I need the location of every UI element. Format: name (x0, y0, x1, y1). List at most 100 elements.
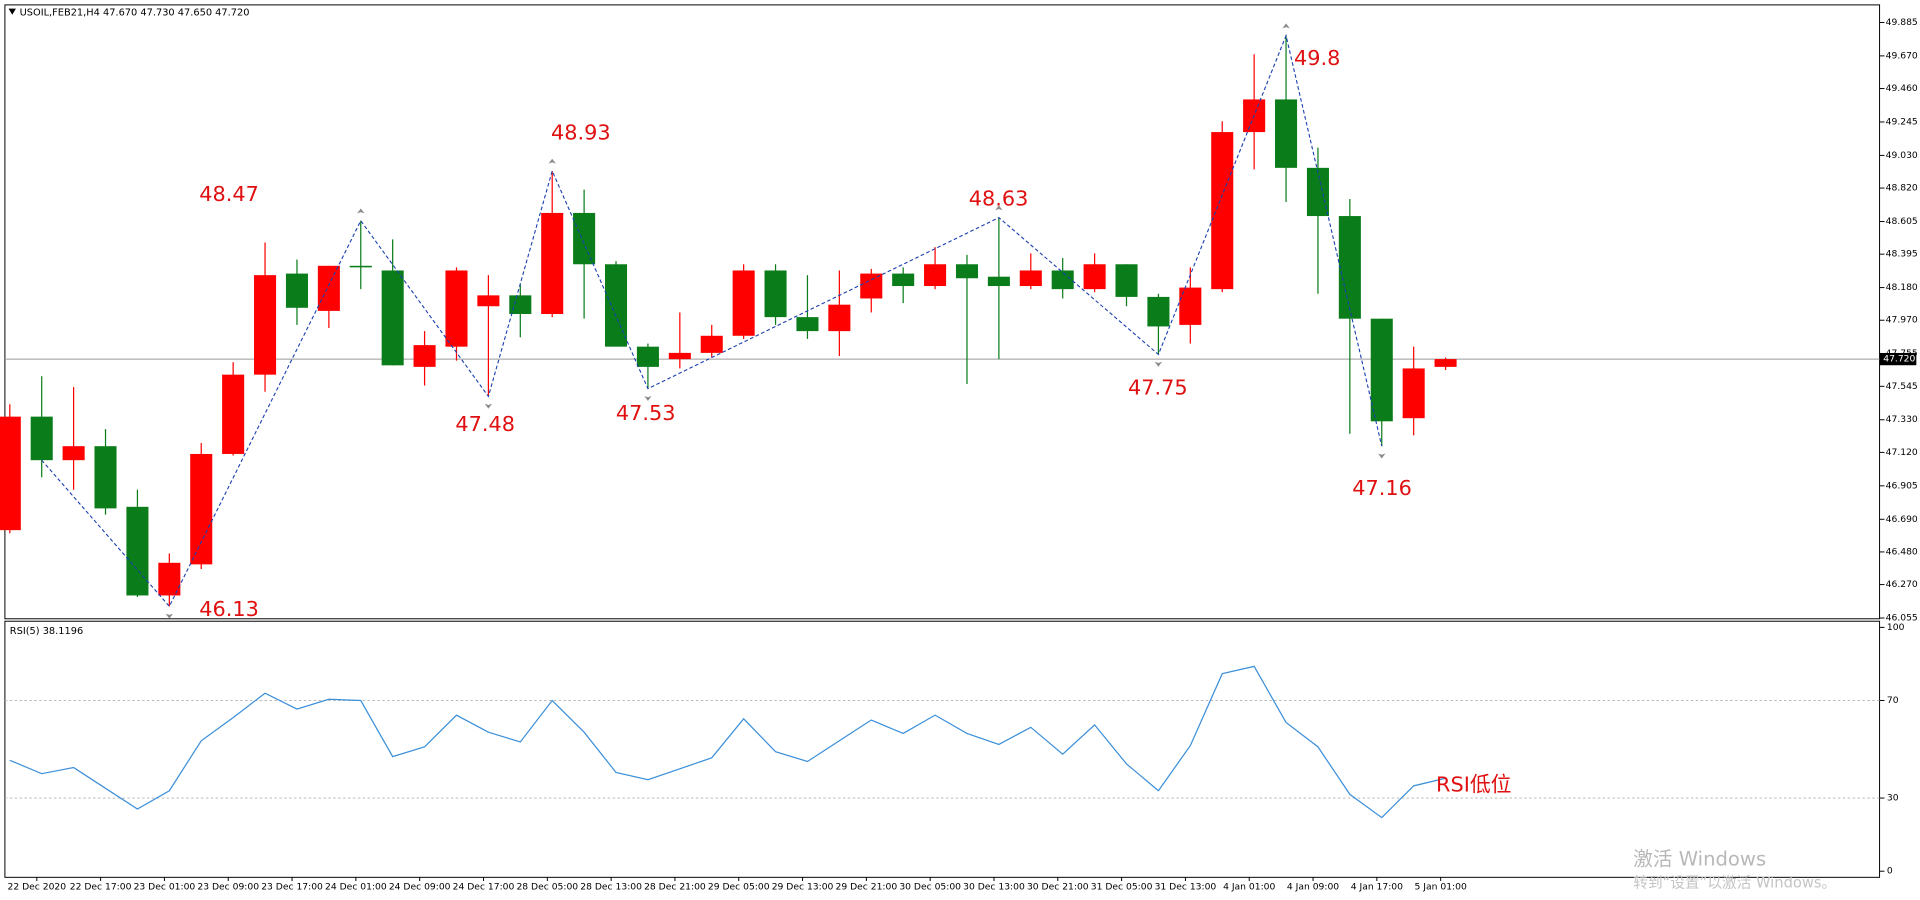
rsi-line (9, 665, 1446, 819)
candle-body (1211, 132, 1234, 290)
candle-body (445, 270, 468, 347)
candle-body (1147, 296, 1170, 327)
x-tick-label: 5 Jan 01:00 (1415, 882, 1467, 893)
y-tick-label: 49.245 (1886, 116, 1918, 127)
y-tick-label: 46.055 (1886, 613, 1918, 624)
candle-body (0, 416, 21, 531)
zigzag (41, 33, 1383, 608)
rsi-tick-label: 0 (1887, 866, 1893, 877)
candle-body (955, 264, 979, 279)
x-tick-label: 23 Dec 01:00 (134, 882, 196, 893)
candle-body (573, 212, 596, 265)
candle-body (796, 317, 819, 332)
y-tick-label: 47.120 (1886, 447, 1918, 458)
swing-label: 48.63 (969, 187, 1029, 211)
candle-body (924, 264, 947, 287)
candle-body (1275, 99, 1298, 168)
x-tick-label: 22 Dec 2020 (8, 882, 67, 893)
y-tick-label: 47.970 (1886, 315, 1918, 326)
y-tick-label: 47.545 (1886, 381, 1918, 392)
x-tick-label: 23 Dec 09:00 (197, 882, 259, 893)
candle-body (1370, 318, 1393, 422)
x-tick-label: 29 Dec 13:00 (772, 882, 834, 893)
y-tick-label: 46.690 (1886, 514, 1918, 525)
fractal-arrow (165, 613, 174, 619)
y-tick-label: 49.670 (1886, 50, 1918, 61)
candle-body (62, 446, 85, 461)
x-tick-label: 29 Dec 21:00 (836, 882, 898, 893)
candle-body (158, 562, 181, 596)
watermark-title: 激活 Windows (1633, 848, 1766, 871)
candle-body (1338, 216, 1361, 319)
swing-label: 47.16 (1352, 476, 1412, 500)
candle-body (285, 273, 308, 308)
swing-label: 48.93 (551, 121, 611, 145)
candle-body (1306, 167, 1329, 217)
y-tick-label: 48.180 (1886, 282, 1918, 293)
candle-body (636, 346, 659, 367)
candle-body (732, 270, 755, 336)
x-tick-label: 31 Dec 05:00 (1091, 882, 1153, 893)
rsi-annotation: RSI低位 (1436, 772, 1511, 796)
candle-body (126, 506, 149, 596)
y-tick-label: 49.885 (1886, 17, 1918, 28)
y-tick-label: 48.395 (1886, 249, 1918, 260)
candle-body (828, 304, 851, 332)
candle-body (349, 265, 372, 268)
rsi-tick-label: 70 (1887, 695, 1899, 706)
candle-body (30, 416, 53, 461)
candle-body (1051, 270, 1074, 290)
y-tick-label: 49.460 (1886, 83, 1918, 94)
candle-body (764, 270, 787, 318)
y-tick-label: 48.605 (1886, 216, 1918, 227)
swing-label: 47.75 (1128, 375, 1188, 399)
rsi-pane (4, 620, 1881, 878)
candle-body (190, 453, 213, 565)
x-tick-label: 30 Dec 05:00 (899, 882, 961, 893)
rsi-header: RSI(5) 38.1196 (10, 626, 83, 637)
candle-body (987, 276, 1010, 287)
x-tick-label: 4 Jan 17:00 (1351, 882, 1403, 893)
fractal-arrow (548, 158, 556, 164)
candle-body (222, 374, 245, 454)
y-tick-label: 48.820 (1886, 183, 1918, 194)
menu-arrow[interactable] (8, 8, 16, 15)
swing-label: 48.47 (199, 182, 259, 206)
rsi-tick-label: 30 (1887, 793, 1899, 804)
candle-body (1115, 264, 1138, 297)
x-tick-label: 31 Dec 13:00 (1155, 882, 1217, 893)
fractal-arrow (357, 208, 365, 214)
current-price-box (1879, 352, 1917, 366)
symbol-header: USOIL,FEB21,H4 47.670 47.730 47.650 47.7… (20, 7, 250, 18)
fractal-arrow (484, 403, 493, 409)
swing-label: 49.8 (1294, 46, 1340, 70)
x-tick-label: 4 Jan 09:00 (1287, 882, 1339, 893)
x-tick-label: 30 Dec 21:00 (1027, 882, 1089, 893)
candle-body (604, 264, 628, 347)
price-pane (4, 4, 1881, 620)
x-tick-label: 22 Dec 17:00 (70, 882, 132, 893)
y-tick-label: 46.905 (1886, 480, 1918, 491)
x-tick-label: 24 Dec 17:00 (453, 882, 515, 893)
candle-body (94, 446, 117, 509)
fractal-arrow (995, 205, 1003, 211)
candle-body (860, 273, 883, 299)
current-price-label: 47.720 (1883, 354, 1915, 365)
x-tick-label: 28 Dec 13:00 (580, 882, 642, 893)
x-tick-label: 28 Dec 05:00 (516, 882, 578, 893)
swing-label: 47.53 (616, 401, 676, 425)
fractal-arrow (1282, 23, 1290, 29)
y-tick-label: 49.030 (1886, 150, 1918, 161)
fractal-arrow (644, 396, 652, 401)
x-tick-label: 30 Dec 13:00 (963, 882, 1025, 893)
y-tick-label: 47.330 (1886, 414, 1918, 425)
x-tick-label: 4 Jan 01:00 (1223, 882, 1275, 893)
candle-body (1019, 270, 1042, 287)
candle-body (477, 295, 500, 307)
candle-body (892, 273, 915, 287)
candle-body (668, 352, 691, 360)
x-tick-label: 28 Dec 21:00 (644, 882, 706, 893)
candle-body (254, 275, 277, 375)
candle-body (381, 270, 404, 366)
